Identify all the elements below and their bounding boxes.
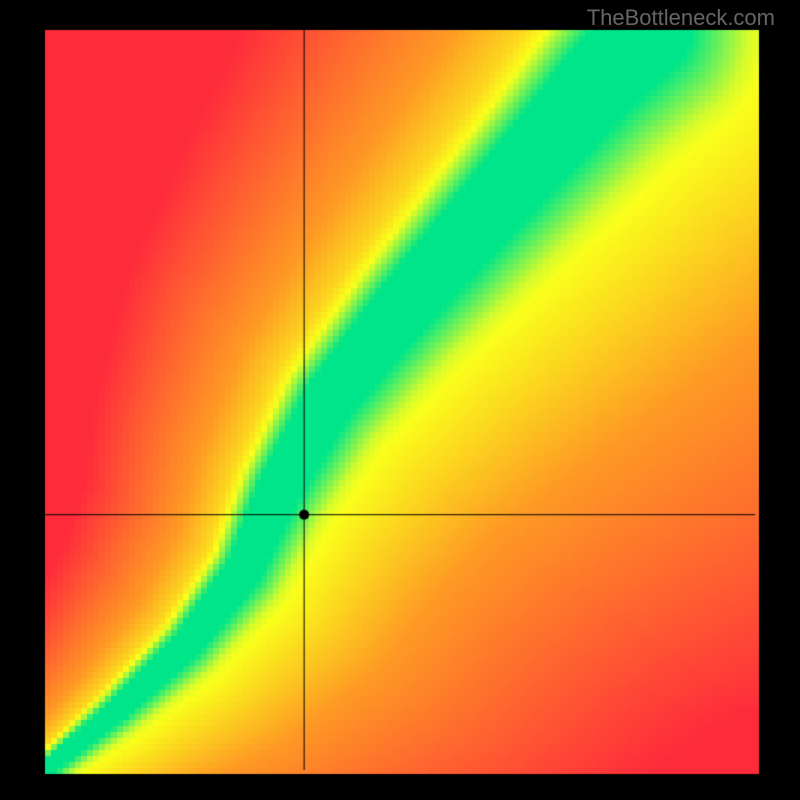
watermark-text: TheBottleneck.com — [587, 5, 775, 31]
chart-container: TheBottleneck.com — [0, 0, 800, 800]
bottleneck-heatmap — [0, 0, 800, 800]
